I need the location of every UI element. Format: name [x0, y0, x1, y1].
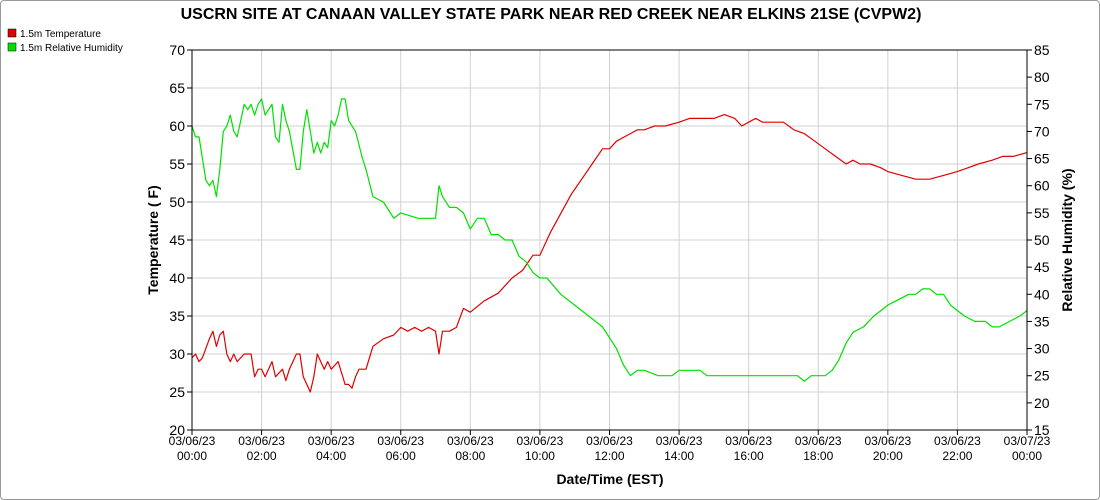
y-axis-left-ticks: 20 25 30 35 40 45 50 55 60 65 70: [169, 42, 192, 438]
y-left-tick-label: 35: [169, 308, 185, 324]
y-left-tick-label: 55: [169, 156, 185, 172]
x-tick-time-label: 02:00: [247, 449, 277, 463]
legend-label-humidity: 1.5m Relative Humidity: [20, 43, 123, 54]
y-right-tick-label: 85: [1034, 42, 1050, 58]
legend: 1.5m Temperature 1.5m Relative Humidity: [7, 28, 123, 54]
x-tick-date-label: 03/06/23: [864, 434, 911, 448]
series-layer: [191, 98, 1028, 393]
x-tick-time-label: 06:00: [386, 449, 416, 463]
y-left-tick-label: 25: [169, 384, 185, 400]
legend-swatch-humidity: [7, 42, 17, 52]
x-tick-time-label: 12:00: [594, 449, 624, 463]
y-left-tick-label: 65: [169, 80, 185, 96]
y-left-tick-label: 45: [169, 232, 185, 248]
x-tick-time-label: 18:00: [803, 449, 833, 463]
y-right-tick-label: 55: [1034, 205, 1050, 221]
y-right-tick-label: 40: [1034, 286, 1050, 302]
x-tick-time-label: 08:00: [455, 449, 485, 463]
x-axis-title: Date/Time (EST): [556, 471, 663, 487]
x-tick-time-label: 16:00: [734, 449, 764, 463]
y-left-tick-label: 30: [169, 346, 185, 362]
x-tick-time-label: 14:00: [664, 449, 694, 463]
y-right-tick-label: 50: [1034, 232, 1050, 248]
y-left-tick-label: 70: [169, 42, 185, 58]
x-tick-date-label: 03/06/23: [169, 434, 216, 448]
x-tick-time-label: 10:00: [525, 449, 555, 463]
y-right-tick-label: 45: [1034, 259, 1050, 275]
y-axis-right-ticks: 15 20 25 30 35 40 45 50 55 60 65 70 75 80 85: [1027, 42, 1050, 438]
y-right-tick-label: 75: [1034, 96, 1050, 112]
x-tick-date-label: 03/06/23: [795, 434, 842, 448]
x-tick-date-label: 03/06/23: [447, 434, 494, 448]
y-right-tick-label: 35: [1034, 313, 1050, 329]
y-right-tick-label: 70: [1034, 123, 1050, 139]
x-tick-date-label: 03/06/23: [934, 434, 981, 448]
x-tick-date-label: 03/06/23: [656, 434, 703, 448]
y-left-tick-label: 40: [169, 270, 185, 286]
x-tick-time-label: 00:00: [1012, 449, 1042, 463]
y-right-tick-label: 30: [1034, 341, 1050, 357]
x-tick-date-label: 03/07/23: [1004, 434, 1051, 448]
y-right-tick-label: 25: [1034, 368, 1050, 384]
y-right-tick-label: 60: [1034, 178, 1050, 194]
y-right-tick-label: 20: [1034, 395, 1050, 411]
x-tick-time-label: 20:00: [873, 449, 903, 463]
y-left-tick-label: 50: [169, 194, 185, 210]
x-tick-date-label: 03/06/23: [517, 434, 564, 448]
x-tick-time-label: 04:00: [316, 449, 346, 463]
y-axis-left-title: Temperature ( F): [145, 185, 161, 294]
x-tick-time-label: 22:00: [942, 449, 972, 463]
legend-label-temperature: 1.5m Temperature: [20, 29, 101, 40]
humidity-series-line: [191, 98, 1028, 382]
y-right-tick-label: 15: [1034, 422, 1050, 438]
x-tick-time-label: 00:00: [177, 449, 207, 463]
x-tick-date-label: 03/06/23: [725, 434, 772, 448]
y-right-tick-label: 65: [1034, 151, 1050, 167]
y-right-tick-label: 80: [1034, 69, 1050, 85]
y-left-tick-label: 60: [169, 118, 185, 134]
chart-title: USCRN SITE AT CANAAN VALLEY STATE PARK N…: [181, 6, 922, 23]
x-tick-date-label: 03/06/23: [586, 434, 633, 448]
y-left-tick-label: 20: [169, 422, 185, 438]
y-axis-right-title: Relative Humidity (%): [1059, 168, 1075, 311]
x-tick-date-label: 03/06/23: [238, 434, 285, 448]
x-tick-date-label: 03/06/23: [308, 434, 355, 448]
gridlines: [191, 49, 1028, 431]
legend-swatch-temperature: [7, 28, 17, 38]
x-axis-ticks: 03/06/2300:0003/06/2302:0003/06/2304:000…: [169, 430, 1051, 463]
temperature-series-line: [191, 113, 1028, 393]
x-tick-date-label: 03/06/23: [377, 434, 424, 448]
